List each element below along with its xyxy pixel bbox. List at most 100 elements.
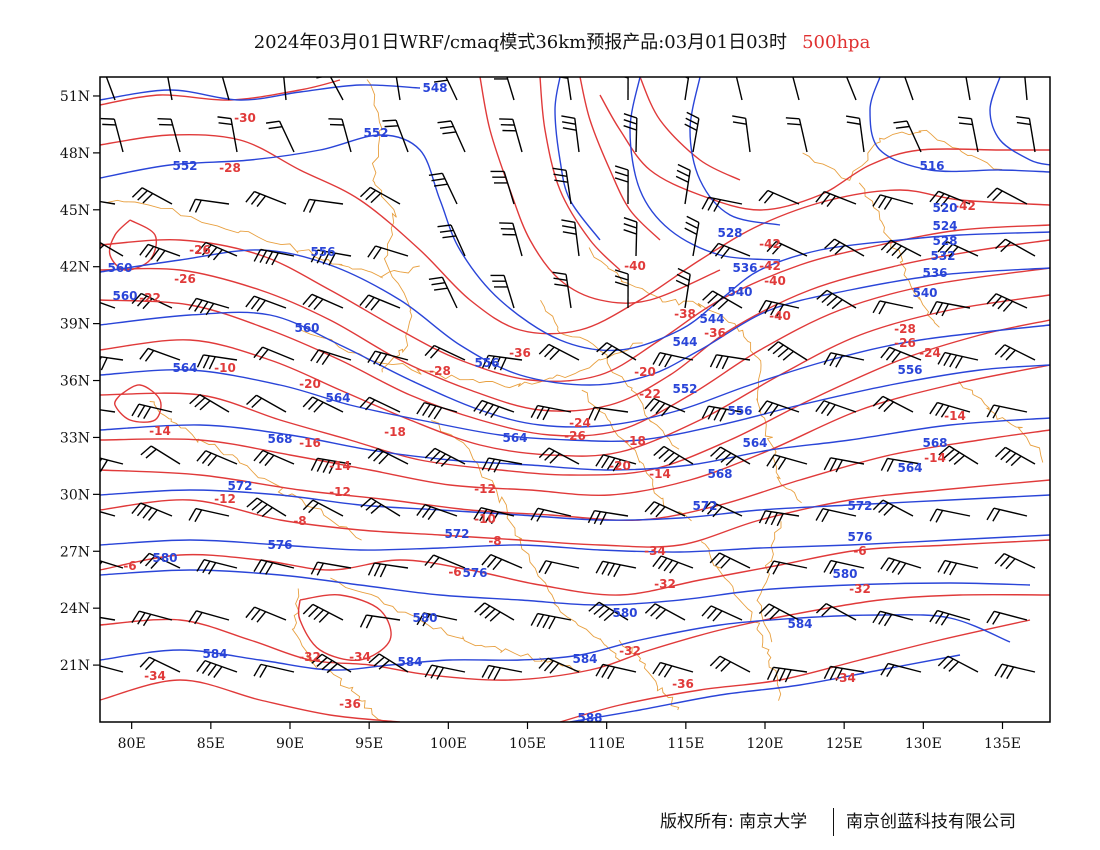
wind-barb — [644, 603, 686, 621]
height-label: 564 — [742, 436, 767, 450]
height-label: 548 — [422, 81, 447, 95]
temperature-label: -26 — [189, 243, 211, 257]
temperature-label: -12 — [214, 492, 236, 506]
lon-tick-label: 85E — [197, 736, 225, 752]
temperature-label: -34 — [644, 544, 666, 558]
wind-barb — [428, 172, 458, 205]
temperature-label: -28 — [894, 322, 916, 336]
wind-barb — [310, 561, 352, 576]
height-label: 580 — [612, 606, 637, 620]
height-label: 516 — [919, 159, 944, 173]
wind-barb — [767, 341, 808, 361]
wind-barb — [709, 354, 751, 370]
wind-barb — [595, 560, 637, 578]
temperature-isoline — [100, 239, 1050, 412]
wind-barb — [196, 241, 238, 261]
height-label: 544 — [699, 312, 724, 326]
height-label: 580 — [832, 567, 857, 581]
lon-tick-label: 90E — [276, 736, 304, 752]
height-label: 564 — [897, 461, 922, 475]
lon-tick-label: 115E — [667, 736, 704, 752]
lat-tick-label: 45N — [60, 203, 90, 219]
temperature-label: -28 — [429, 364, 451, 378]
temperature-label: -14 — [329, 459, 351, 473]
height-label: 536 — [922, 266, 947, 280]
lat-tick-label: 24N — [60, 601, 90, 617]
wind-barb — [131, 502, 173, 521]
wind-barb — [437, 224, 466, 257]
wind-barb — [139, 243, 181, 262]
wind-barb — [481, 664, 523, 681]
wind-barb — [188, 198, 230, 213]
wind-barb — [246, 394, 287, 413]
title-main: 2024年03月01日WRF/cmaq模式36km预报产品:03月01日03时 — [254, 32, 787, 53]
wind-barb — [986, 610, 1028, 625]
wind-barb — [614, 165, 629, 205]
wind-barb — [701, 196, 743, 212]
wind-barb — [823, 457, 865, 473]
wind-barb — [100, 117, 124, 153]
wind-barb — [100, 406, 116, 413]
wind-barb — [709, 655, 751, 673]
wind-barb — [986, 507, 1028, 522]
temperature-label: -20 — [299, 377, 321, 391]
wind-barb — [219, 77, 230, 101]
wind-barb — [623, 113, 638, 153]
wind-barb — [367, 447, 409, 465]
temperature-label: -6 — [853, 544, 866, 558]
lat-tick-label: 48N — [60, 146, 90, 162]
wind-barb — [701, 605, 743, 622]
temperature-label: -16 — [299, 436, 321, 450]
wind-barb — [789, 77, 800, 101]
temperature-label: -10 — [474, 512, 496, 526]
height-label: 584 — [787, 617, 812, 631]
wind-barb — [481, 553, 523, 571]
temperature-label: -18 — [624, 434, 646, 448]
wind-barb — [100, 295, 116, 314]
height-label: 540 — [912, 286, 937, 300]
wind-barb — [842, 77, 857, 101]
temperature-label: -14 — [944, 409, 966, 423]
height-label: 528 — [717, 226, 742, 240]
wind-barb — [552, 271, 572, 309]
wind-barb — [100, 662, 124, 673]
wind-barb — [937, 559, 979, 576]
wind-barb — [1023, 77, 1028, 101]
height-label: 560 — [294, 321, 319, 335]
wind-barb — [785, 117, 808, 153]
temperature-label: -22 — [139, 291, 161, 305]
wind-barb — [733, 77, 743, 101]
boundary-lines — [107, 79, 1044, 721]
wind-barb — [538, 343, 580, 361]
wind-barb — [929, 190, 971, 207]
wind-barb — [328, 118, 352, 153]
temperature-isoline — [100, 479, 1050, 548]
wind-barb — [367, 245, 409, 260]
temperature-isoline — [297, 593, 392, 662]
temperature-label: -36 — [672, 677, 694, 691]
temperature-isoline — [100, 319, 1050, 476]
wind-barb — [561, 219, 580, 257]
lon-tick-label: 130E — [905, 736, 942, 752]
wind-barb — [929, 301, 971, 317]
height-contour — [100, 364, 1050, 442]
boundary-line — [618, 639, 680, 711]
wind-barb — [131, 187, 173, 205]
wind-barb — [937, 241, 979, 258]
wind-barb — [367, 562, 409, 578]
wind-barb — [823, 352, 865, 368]
lat-tick-label: 42N — [60, 260, 90, 276]
wind-barb — [310, 457, 352, 474]
wind-barb — [302, 293, 344, 310]
wind-barb — [253, 248, 295, 266]
height-contour — [100, 311, 1050, 428]
wind-barb — [880, 662, 922, 677]
wind-barb — [552, 167, 572, 205]
wind-barb — [675, 163, 691, 205]
wind-barb — [880, 457, 922, 472]
wind-barb — [929, 508, 971, 523]
boundary-line — [330, 577, 581, 672]
wind-barb — [131, 610, 173, 627]
temperature-label: -12 — [474, 482, 496, 496]
